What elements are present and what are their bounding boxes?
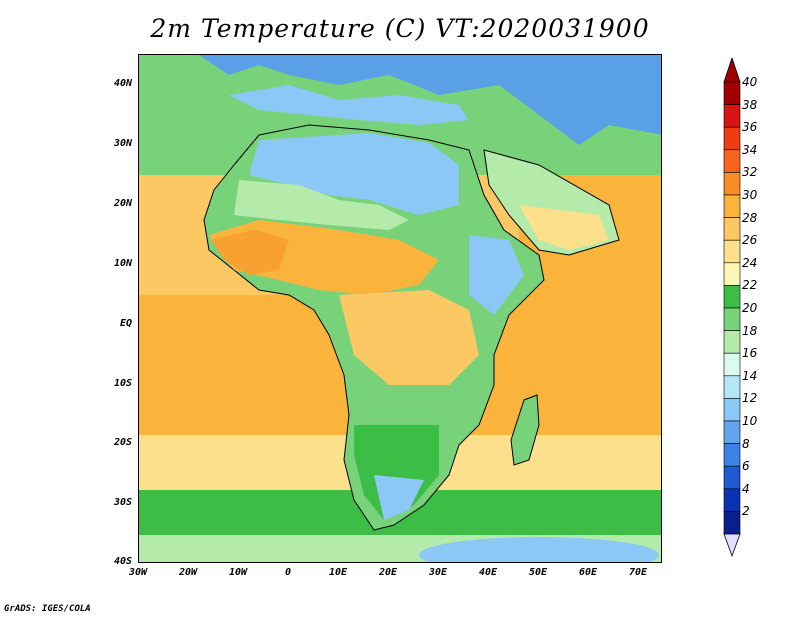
colorbar-level-label: 10 bbox=[742, 414, 758, 428]
south-africa-cool bbox=[374, 475, 424, 520]
lat-label-30s: 30S bbox=[113, 497, 132, 508]
colorbar-level-label: 14 bbox=[742, 368, 758, 383]
lon-label-10e: 10E bbox=[328, 567, 348, 578]
colorbar-segment bbox=[723, 239, 741, 264]
colorbar-segment bbox=[723, 149, 741, 173]
colorbar-level-label: 40 bbox=[742, 75, 758, 89]
colorbar-level-label: 18 bbox=[742, 323, 758, 338]
europe-landmass bbox=[139, 55, 661, 145]
colorbar-segment bbox=[723, 352, 741, 377]
colorbar-level-label: 16 bbox=[742, 346, 758, 361]
colorbar-level-label: 8 bbox=[742, 436, 750, 451]
colorbar-level-label: 32 bbox=[742, 165, 758, 180]
central-africa bbox=[339, 290, 479, 385]
west-africa-hot bbox=[211, 230, 289, 275]
colorbar-level-label: 24 bbox=[742, 255, 758, 270]
colorbar-segments bbox=[723, 81, 741, 535]
colorbar-segment bbox=[723, 217, 741, 241]
colorbar-segment bbox=[723, 420, 741, 444]
lon-label-60e: 60E bbox=[578, 567, 598, 578]
arabia-warm bbox=[519, 205, 609, 250]
colorbar-segment bbox=[723, 126, 741, 151]
colorbar-level-label: 22 bbox=[742, 278, 758, 293]
colorbar-segment bbox=[723, 194, 741, 218]
colorbar-segment bbox=[723, 172, 741, 196]
lat-label-10s: 10S bbox=[113, 378, 132, 389]
colorbar-level-label: 2 bbox=[742, 504, 750, 519]
lat-label-40s: 40S bbox=[113, 556, 132, 567]
lat-label-30n: 30N bbox=[113, 138, 132, 149]
colorbar-level-label: 36 bbox=[742, 120, 758, 135]
colorbar-segment bbox=[723, 465, 741, 490]
lon-label-50e: 50E bbox=[528, 567, 548, 578]
colorbar-upper-arrow bbox=[723, 56, 741, 83]
lon-label-0: 0 bbox=[284, 567, 292, 578]
colorbar-segment bbox=[723, 104, 741, 128]
colorbar-level-label: 38 bbox=[742, 97, 758, 112]
mediterranean-sea bbox=[229, 85, 469, 125]
colorbar-level-label: 34 bbox=[742, 142, 758, 157]
colorbar-level-label: 20 bbox=[742, 301, 758, 315]
colorbar-segment bbox=[723, 511, 741, 535]
colorbar-segment bbox=[723, 262, 741, 286]
ocean-cold-pool bbox=[419, 537, 659, 562]
colorbar-svg bbox=[723, 56, 741, 558]
temperature-map bbox=[138, 54, 662, 563]
lon-label-30w: 30W bbox=[128, 567, 148, 578]
sahara-mid-region bbox=[234, 180, 409, 230]
colorbar-segment bbox=[723, 285, 741, 309]
lat-label-40n: 40N bbox=[113, 78, 132, 89]
chart-title: 2m Temperature (C) VT:2020031900 bbox=[150, 14, 650, 43]
east-africa-highlands bbox=[469, 235, 524, 315]
colorbar-segment bbox=[723, 443, 741, 467]
lat-label-20n: 20N bbox=[113, 198, 132, 209]
colorbar-level-label: 28 bbox=[742, 210, 758, 225]
colorbar-segment bbox=[723, 307, 741, 331]
lon-label-20e: 20E bbox=[378, 567, 398, 578]
colorbar bbox=[722, 56, 742, 562]
lat-label-20s: 20S bbox=[113, 437, 132, 448]
colorbar-segment bbox=[723, 398, 741, 422]
lon-label-40e: 40E bbox=[478, 567, 498, 578]
lon-label-20w: 20W bbox=[178, 567, 198, 578]
lon-label-30e: 30E bbox=[428, 567, 448, 578]
colorbar-level-label: 30 bbox=[742, 188, 758, 202]
colorbar-level-label: 4 bbox=[742, 481, 750, 496]
colorbar-level-label: 26 bbox=[742, 233, 758, 248]
madagascar bbox=[510, 394, 540, 466]
colorbar-segment bbox=[723, 330, 741, 354]
colorbar-level-label: 6 bbox=[742, 459, 750, 474]
lon-label-70e: 70E bbox=[628, 567, 648, 578]
colorbar-segment bbox=[723, 375, 741, 399]
colorbar-segment bbox=[723, 488, 741, 512]
lat-label-eq: EQ bbox=[119, 318, 132, 329]
lat-label-10n: 10N bbox=[113, 258, 132, 269]
footer-credit: GrADS: IGES/COLA bbox=[4, 604, 91, 614]
lon-label-10w: 10W bbox=[228, 567, 248, 578]
colorbar-level-label: 12 bbox=[742, 391, 758, 406]
colorbar-lower-arrow bbox=[723, 533, 741, 558]
southern-africa bbox=[354, 425, 439, 520]
map-svg bbox=[139, 55, 661, 562]
colorbar-segment bbox=[723, 81, 741, 105]
sahara-cool-region bbox=[249, 133, 459, 215]
